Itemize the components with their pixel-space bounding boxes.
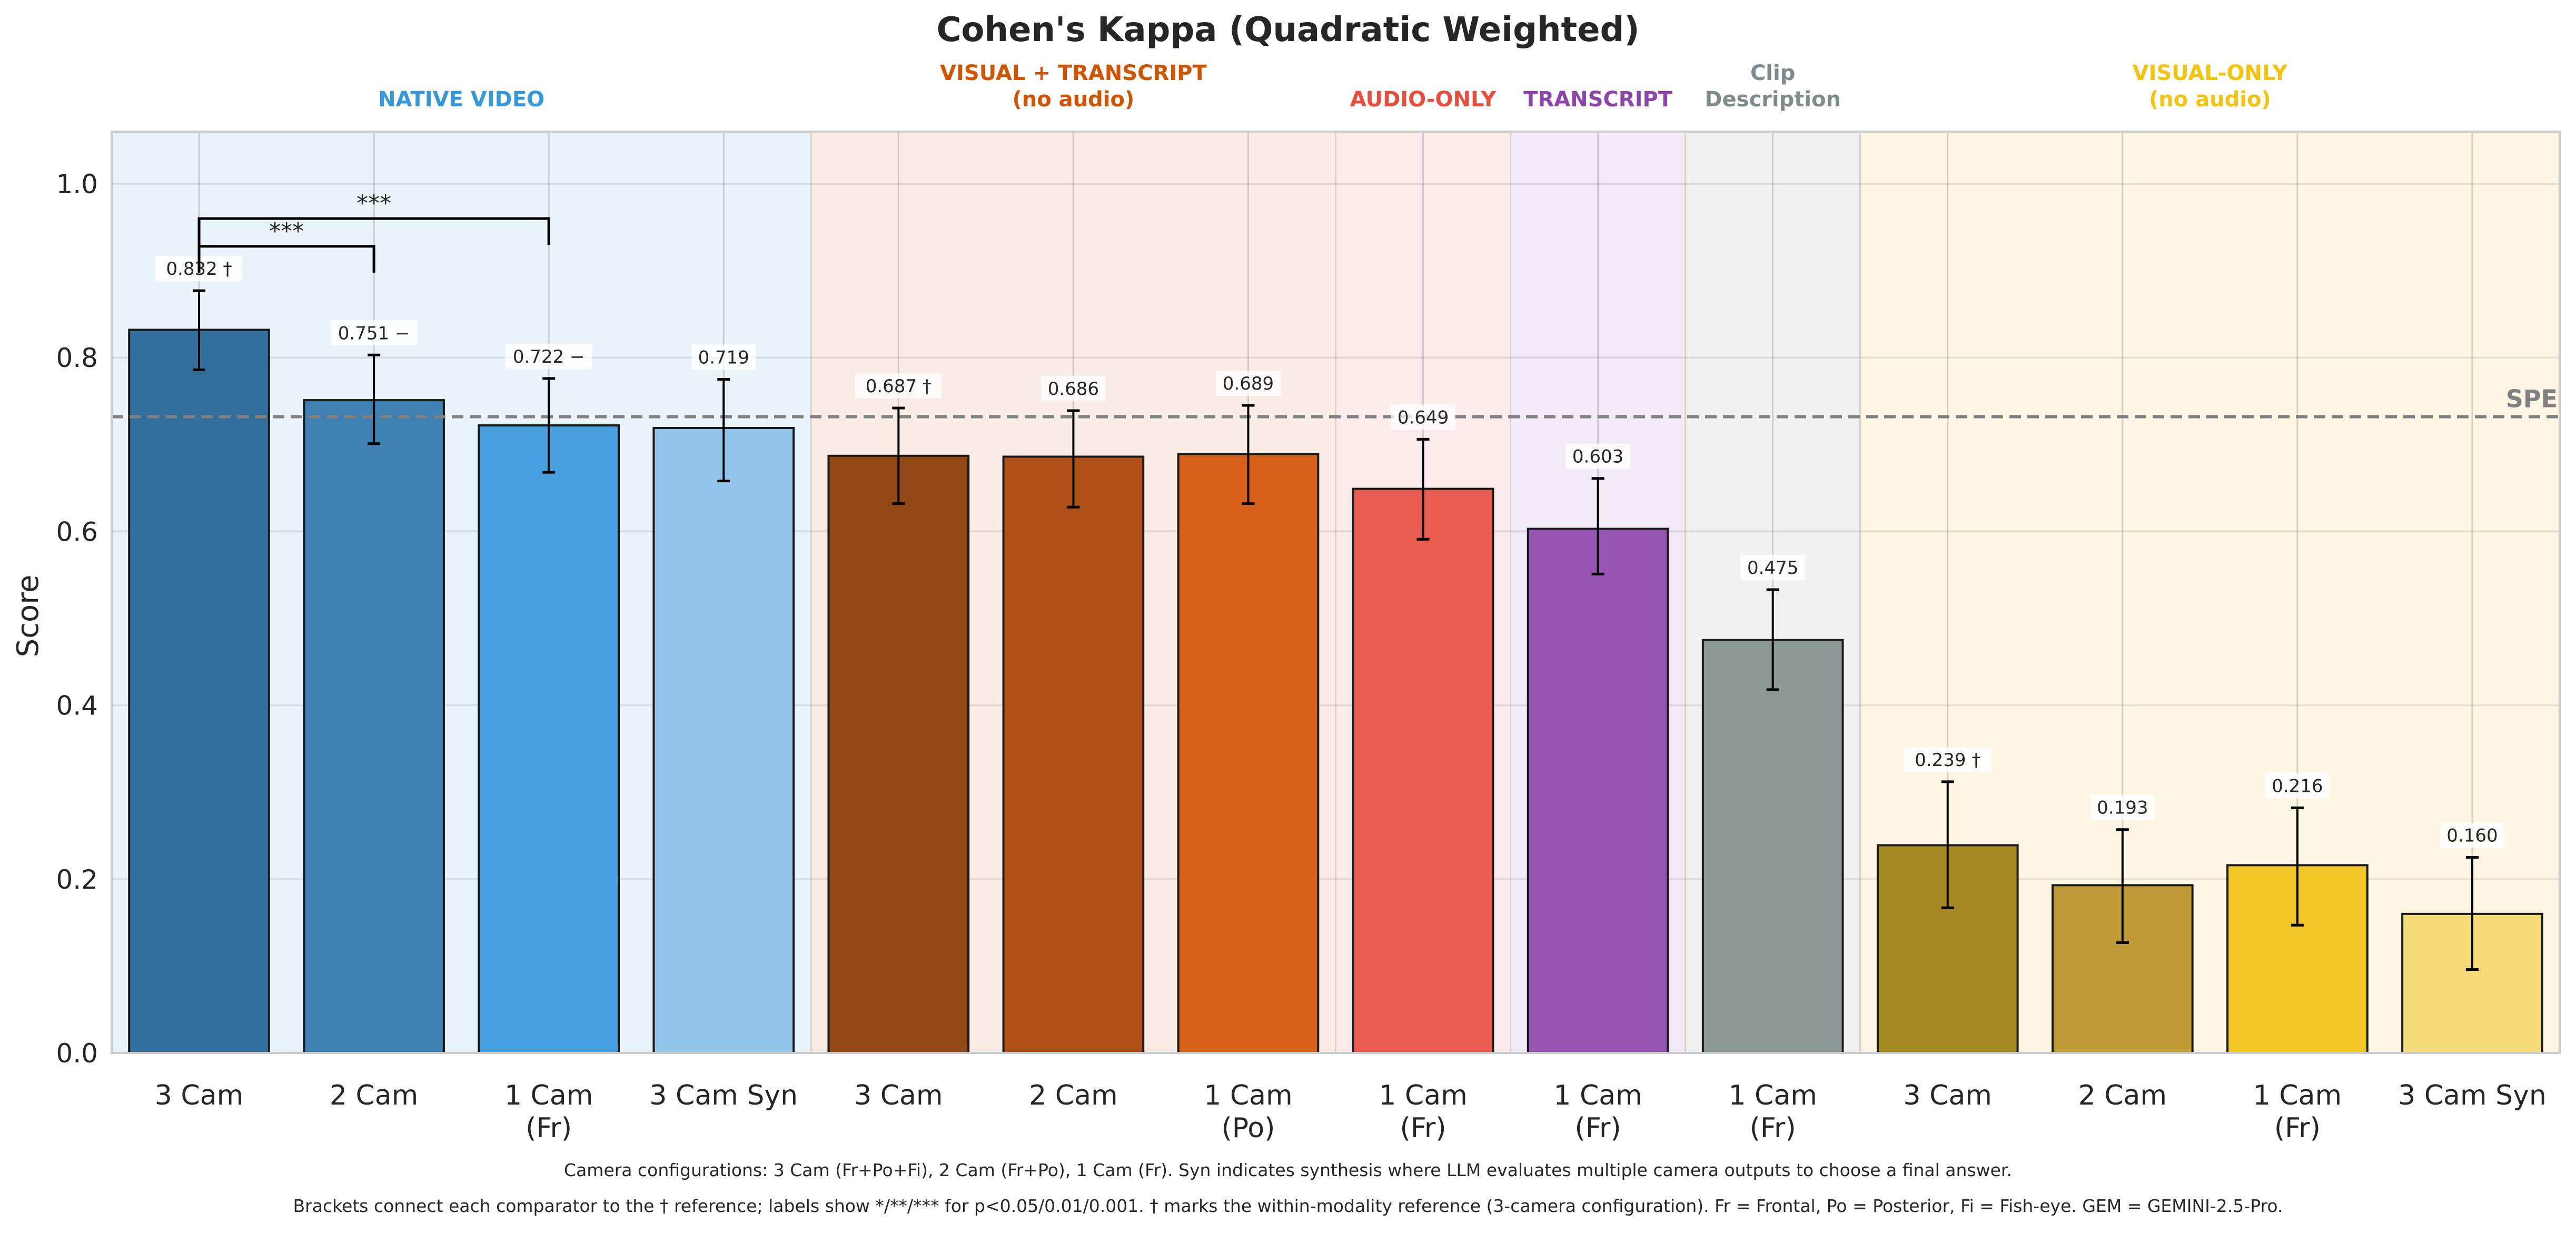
significance-bracket <box>197 245 375 273</box>
x-tick-label: 3 Cam <box>1904 1080 1992 1111</box>
value-label: 0.689 <box>1223 373 1274 394</box>
value-label-bg <box>330 320 418 346</box>
group-label: VISUAL + TRANSCRIPT <box>940 61 1207 85</box>
bar <box>827 454 970 1054</box>
y-tick-label: 0.6 <box>56 516 98 547</box>
value-label: 0.722 − <box>513 346 585 367</box>
bar <box>303 399 445 1054</box>
value-label: 0.160 <box>2446 826 2498 847</box>
x-tick-label: 3 Cam <box>854 1080 943 1111</box>
bar <box>652 426 795 1054</box>
group-label: Clip <box>1750 61 1795 85</box>
value-label-bg <box>1041 375 1106 401</box>
x-tick-label-line2: (Fr) <box>1575 1112 1621 1144</box>
spe-label: SPE <box>2506 385 2558 413</box>
group-label: AUDIO-ONLY <box>1350 87 1497 112</box>
value-label: 0.475 <box>1747 558 1798 579</box>
value-label: 0.751 − <box>338 323 410 344</box>
chart-title: Cohen's Kappa (Quadratic Weighted) <box>936 11 1639 49</box>
bar <box>1352 488 1494 1054</box>
x-tick-label: 1 Cam <box>1379 1080 1467 1111</box>
group-label: NATIVE VIDEO <box>378 87 544 112</box>
group-label-line2: (no audio) <box>1013 87 1135 112</box>
reference-line: SPE <box>112 385 2560 419</box>
value-label-bg <box>1566 443 1631 469</box>
x-tick-label: 1 Cam <box>1204 1080 1292 1111</box>
value-label: 0.193 <box>2097 798 2148 819</box>
footnote-1: Camera configurations: 3 Cam (Fr+Po+Fi),… <box>564 1160 2012 1180</box>
axes: 0.00.20.40.60.81.03 Cam 2 Cam 1 Cam(Fr)3 C… <box>56 131 2561 1144</box>
value-label-bg <box>1904 747 1992 772</box>
group-label: TRANSCRIPT <box>1523 87 1673 112</box>
value-label: 0.603 <box>1572 446 1623 468</box>
value-label: 0.719 <box>698 347 749 369</box>
x-tick-label-line2: (Fr) <box>1400 1112 1446 1144</box>
x-tick-label-line2: (Po) <box>1222 1112 1275 1144</box>
value-label-bg <box>505 343 592 369</box>
x-tick-label: 1 Cam <box>1553 1080 1642 1111</box>
value-label: 0.216 <box>2272 775 2323 797</box>
y-axis-label: Score <box>11 575 45 658</box>
value-label-bg <box>1391 404 1456 430</box>
bar <box>478 424 620 1054</box>
x-tick-label: 3 Cam Syn <box>2398 1080 2547 1111</box>
x-tick-label: 3 Cam Syn <box>649 1080 798 1111</box>
x-tick-label-line2: (Fr) <box>526 1112 572 1144</box>
y-tick-label: 1.0 <box>56 169 98 200</box>
significance-brackets: *** *** <box>197 190 550 273</box>
x-tick-label-line2: (Fr) <box>1750 1112 1796 1144</box>
bar <box>1177 453 1320 1054</box>
x-tick-label: 3 Cam <box>155 1080 243 1111</box>
value-label: 0.687 † <box>866 376 932 397</box>
x-tick-label: 2 Cam <box>330 1080 418 1111</box>
x-tick-label: 1 Cam <box>1728 1080 1817 1111</box>
value-label-bg <box>2265 773 2330 799</box>
value-label-bg <box>1740 555 1806 581</box>
value-label: 0.686 <box>1048 379 1099 400</box>
group-label: VISUAL-ONLY <box>2133 61 2288 85</box>
value-label-bg <box>2090 794 2155 820</box>
value-label-bg <box>691 344 756 370</box>
error-bars <box>193 289 2479 971</box>
significance-label: *** <box>269 218 304 245</box>
bar <box>128 329 270 1055</box>
plot-frame <box>111 131 2561 1054</box>
value-label-bg <box>2440 822 2505 848</box>
y-tick-label: 0.4 <box>56 691 98 721</box>
value-label: 0.239 † <box>1915 750 1980 771</box>
significance-label: *** <box>356 190 391 217</box>
group-label-line2: Description <box>1705 87 1841 112</box>
y-tick-label: 0.0 <box>56 1038 98 1069</box>
y-tick-label: 0.8 <box>56 343 98 373</box>
value-label-bg <box>1215 371 1281 396</box>
x-tick-label: 1 Cam <box>2253 1080 2342 1111</box>
bar <box>1527 528 1669 1054</box>
y-tick-label: 0.2 <box>56 864 98 895</box>
value-label: 0.649 <box>1398 407 1449 428</box>
bar <box>1002 455 1145 1054</box>
x-tick-label: 2 Cam <box>1029 1080 1117 1111</box>
group-label-line2: (no audio) <box>2149 87 2271 112</box>
x-tick-label-line2: (Fr) <box>2274 1112 2321 1144</box>
x-tick-label: 2 Cam <box>2078 1080 2167 1111</box>
x-tick-label: 1 Cam <box>504 1080 593 1111</box>
footnote-2: Brackets connect each comparator to the … <box>293 1196 2283 1216</box>
bar <box>1701 639 1844 1054</box>
value-label-bg <box>855 373 942 399</box>
significance-bracket <box>197 217 550 245</box>
